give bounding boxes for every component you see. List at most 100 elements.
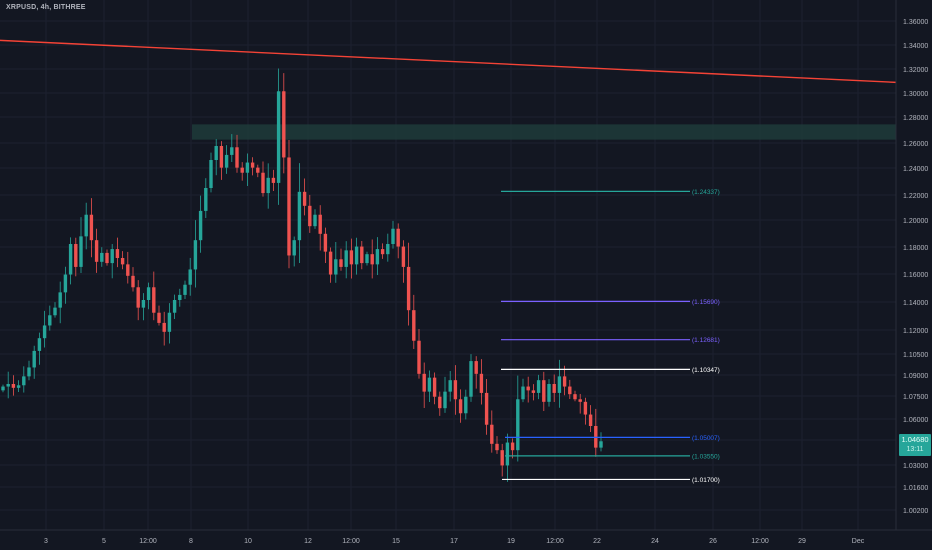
candle-body	[16, 385, 21, 388]
candle-body	[344, 250, 348, 267]
candle-body	[417, 340, 421, 374]
candle-body	[573, 394, 577, 400]
price-tick-label: 1.00200	[903, 508, 928, 515]
candle-body	[198, 210, 203, 241]
candle-body	[443, 391, 447, 409]
time-tick-label: 12:00	[139, 538, 157, 545]
candle-body	[105, 252, 109, 264]
time-tick-label: 24	[651, 538, 659, 545]
price-tick-label: 1.16000	[903, 272, 928, 279]
candle-body	[94, 240, 99, 262]
candle-body	[178, 294, 182, 300]
candle-body	[282, 91, 286, 158]
candle-body	[505, 442, 510, 466]
candle-body	[136, 287, 140, 308]
candle-body	[318, 214, 322, 234]
candle-body	[292, 240, 296, 256]
price-tick-label: 1.12000	[903, 328, 928, 335]
candle-body	[271, 177, 276, 183]
candle-body	[1, 386, 5, 391]
candle-body	[146, 287, 151, 300]
candle-body	[37, 338, 42, 351]
grid	[0, 0, 896, 530]
candle-body	[42, 325, 47, 339]
candle-body	[562, 376, 567, 387]
price-tick-label: 1.20000	[903, 218, 928, 225]
time-tick-label: 12:00	[546, 538, 564, 545]
level-label: (1.03550)	[692, 453, 720, 460]
time-tick-label: 17	[450, 538, 458, 545]
price-axis[interactable]: 1.36000 1.34000 1.32000 1.30000 1.28000 1.260…	[903, 19, 928, 515]
candle-body	[339, 259, 343, 267]
candle-body	[401, 246, 406, 267]
time-tick-label: 12:00	[342, 538, 360, 545]
resistance-trendline	[0, 39, 897, 84]
candle-body	[209, 160, 213, 188]
candle-body	[438, 396, 442, 409]
candle-body	[334, 259, 338, 275]
price-tick-label: 1.01600	[903, 485, 928, 492]
candles	[1, 68, 603, 482]
candle-body	[521, 386, 525, 400]
candle-body	[297, 191, 302, 241]
candle-body	[427, 377, 432, 392]
price-tick-label: 1.10500	[903, 352, 928, 359]
candle-body	[354, 246, 359, 265]
time-tick-label: Dec	[852, 538, 865, 545]
candle-body	[63, 274, 68, 293]
candle-body	[167, 312, 172, 332]
time-tick-label: 12	[304, 538, 312, 545]
candle-body	[495, 443, 499, 451]
candle-body	[157, 312, 161, 323]
price-tick-label: 1.30000	[903, 91, 928, 98]
candle-body	[48, 315, 52, 326]
time-tick-label: 26	[709, 538, 717, 545]
candle-body	[536, 380, 541, 393]
price-tick-label: 1.07500	[903, 394, 928, 401]
price-tick-label: 1.36000	[903, 19, 928, 26]
current-price-value: 1.04680	[901, 435, 929, 444]
candle-body	[120, 258, 125, 265]
candle-body	[27, 367, 31, 377]
candle-body	[391, 228, 395, 244]
candle-body	[448, 380, 452, 392]
candle-body	[432, 377, 437, 397]
level-label: (1.15690)	[692, 299, 720, 306]
candle-body	[552, 384, 556, 393]
candle-body	[74, 244, 78, 267]
candle-body	[542, 380, 546, 402]
candle-body	[214, 146, 218, 160]
candle-body	[484, 392, 489, 425]
candle-body	[474, 361, 478, 374]
candle-body	[230, 147, 234, 155]
price-tick-label: 1.14000	[903, 300, 928, 307]
candle-body	[204, 188, 208, 211]
candle-body	[328, 251, 333, 275]
candle-body	[141, 300, 146, 308]
price-levels: (1.24337) (1.15690) (1.12681) (1.10347) (1.0…	[501, 189, 720, 484]
candle-body	[313, 214, 317, 227]
candle-body	[240, 167, 244, 173]
candle-body	[235, 147, 239, 168]
level-label: (1.01700)	[692, 477, 720, 484]
price-tick-label: 1.18000	[903, 245, 928, 252]
candle-body	[84, 214, 88, 237]
candle-body	[349, 250, 354, 265]
candle-body	[422, 373, 426, 392]
candle-body	[469, 361, 473, 397]
bar-countdown: 13:11	[906, 446, 924, 453]
candle-body	[224, 154, 229, 168]
candle-body	[22, 376, 26, 386]
time-tick-label: 15	[392, 538, 400, 545]
level-label: (1.24337)	[692, 189, 720, 196]
price-tick-label: 1.09000	[903, 373, 928, 380]
time-axis[interactable]: 3 5 12:00 8 10 12 12:00 15 17 19 12:00 22 24 26 12:00 2…	[44, 538, 865, 545]
candle-body	[58, 292, 62, 308]
candle-body	[453, 380, 458, 400]
time-tick-label: 3	[44, 538, 48, 545]
candle-body	[126, 264, 130, 276]
time-tick-label: 29	[798, 538, 806, 545]
symbol-label[interactable]: XRPUSD, 4h, BITHREE	[6, 4, 86, 11]
candle-body	[547, 384, 551, 402]
